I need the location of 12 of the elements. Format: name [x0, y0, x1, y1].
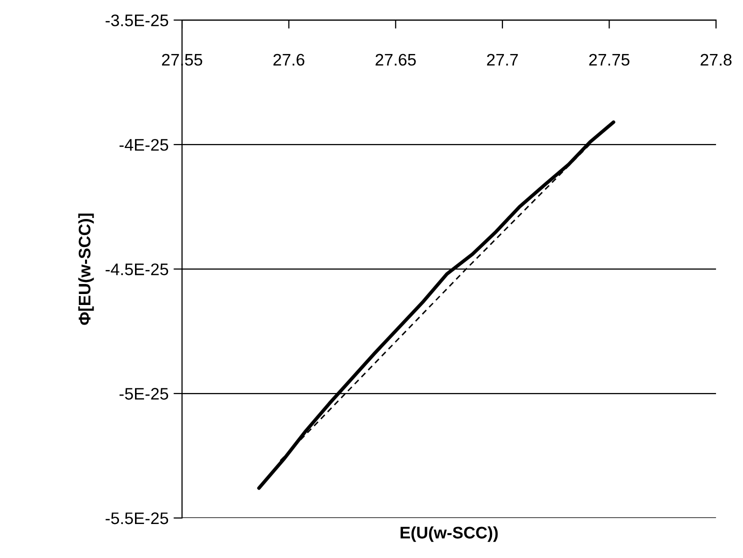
x-tick-label: 27.75	[589, 54, 630, 66]
y-tick-label: -5E-25	[120, 388, 168, 400]
x-tick-label: 27.8	[700, 54, 732, 66]
x-tick-label: 27.6	[273, 54, 304, 66]
y-axis-title: Φ[EU(w-SCC)]	[78, 214, 94, 325]
y-tick-label: -5.5E-25	[106, 512, 168, 524]
x-tick-label: 27.65	[376, 54, 416, 66]
y-tick-label: -4E-25	[120, 138, 168, 151]
y-tick-label: -3.5E-25	[106, 14, 168, 26]
x-axis-title: E(U(w-SCC))	[400, 526, 498, 542]
x-tick-label: 27.7	[487, 54, 518, 66]
y-tick-label: -4.5E-25	[106, 263, 168, 276]
